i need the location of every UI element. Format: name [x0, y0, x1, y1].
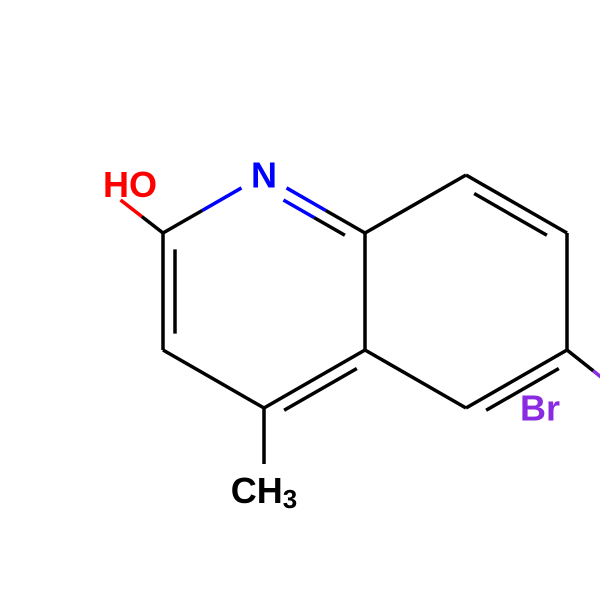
bond — [163, 350, 264, 408]
bond — [466, 175, 567, 233]
bond — [567, 350, 593, 371]
atom-label-CH3: CH3 — [231, 470, 297, 515]
atom-label-Br: Br — [520, 388, 560, 429]
molecule-diagram: N HO CH3 Br — [0, 0, 600, 600]
bond — [365, 350, 466, 408]
bond — [365, 175, 466, 233]
atom-label-O2: HO — [103, 164, 157, 205]
atom-label-N1: N — [251, 155, 277, 196]
bond — [264, 350, 365, 408]
bond — [163, 210, 202, 233]
bond — [202, 188, 241, 211]
bond — [593, 371, 600, 392]
bond — [142, 216, 163, 233]
